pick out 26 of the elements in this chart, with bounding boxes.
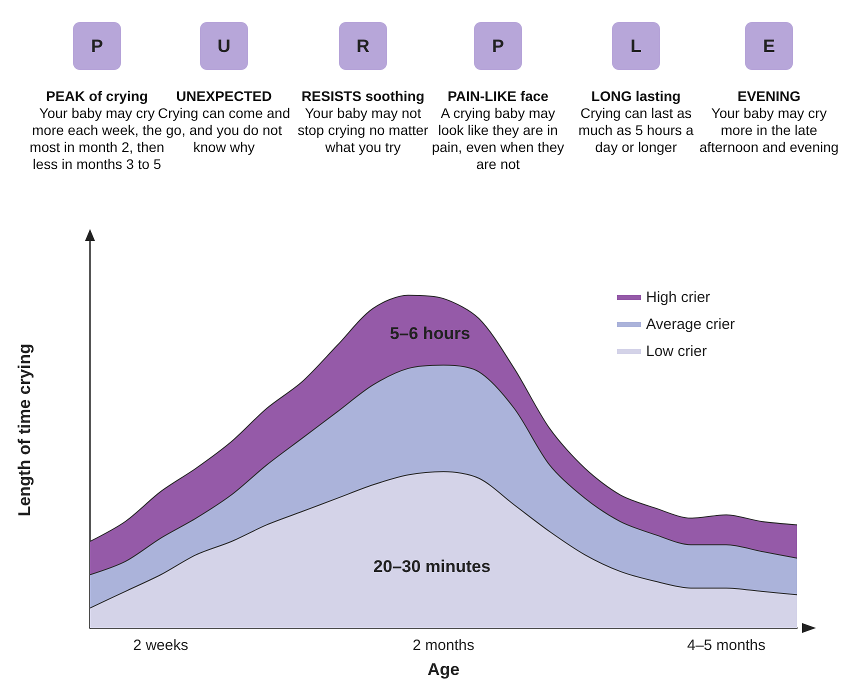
text: UNEXPECTED xyxy=(175,88,273,104)
letter-tile: E xyxy=(745,22,793,70)
y-axis-title: Length of time crying xyxy=(15,344,34,516)
letter-tile: L xyxy=(612,22,660,70)
legend-label: High crier xyxy=(646,289,710,306)
x-axis-title: Age xyxy=(427,660,460,679)
text: Your baby may not stop crying no matter what you try xyxy=(296,105,430,156)
text: LONG lasting xyxy=(590,88,682,104)
letter-tile: U xyxy=(200,22,248,70)
x-tick-label: 2 months xyxy=(412,637,474,654)
legend-label: Average crier xyxy=(646,316,735,333)
letter-tile: R xyxy=(339,22,387,70)
x-tick-label: 4–5 months xyxy=(687,637,766,654)
text: RESISTS soothing xyxy=(300,88,426,104)
text: Crying can last as much as 5 hours a day or longer xyxy=(578,105,694,155)
annotation: 5–6 hours xyxy=(390,324,470,344)
text: PAIN-LIKE face xyxy=(446,88,550,104)
text: EVENING xyxy=(736,88,802,104)
text: Your baby may cry more in the late afternoon and evening xyxy=(699,105,839,156)
x-tick-label: 2 weeks xyxy=(133,637,188,654)
text: A crying baby may look like they are in pain, even when they are not xyxy=(430,105,566,173)
annotation: 20–30 minutes xyxy=(373,557,491,577)
legend-label: Low crier xyxy=(646,343,707,360)
letter-tile: P xyxy=(474,22,522,70)
letter-tile: P xyxy=(73,22,121,70)
text: PEAK of crying xyxy=(45,88,149,104)
